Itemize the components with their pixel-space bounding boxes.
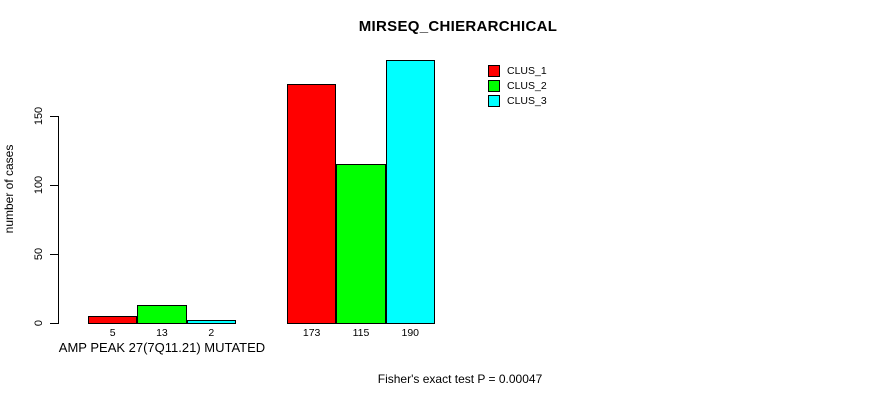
- y-axis-tick-label: 0: [33, 319, 45, 327]
- bar-clus_3-group2: [385, 60, 435, 324]
- bar-value-label: 115: [352, 326, 370, 339]
- bar-clus_1-group1: [88, 316, 138, 324]
- legend-swatch-clus_1: [488, 64, 500, 77]
- y-axis-tick-label: 150: [33, 106, 45, 125]
- fisher-test-caption: Fisher's exact test P = 0.00047: [377, 372, 543, 386]
- bar-value-label: 5: [109, 326, 116, 339]
- y-axis-tick: [50, 184, 58, 186]
- bar-clus_1-group2: [287, 83, 337, 324]
- legend-label: CLUS_2: [507, 79, 547, 92]
- y-axis-line: [58, 115, 59, 324]
- legend-label: CLUS_3: [507, 94, 547, 107]
- bar-clus_2-group2: [336, 163, 386, 324]
- legend-label: CLUS_1: [507, 64, 547, 77]
- legend: CLUS_1 CLUS_2 CLUS_3: [488, 63, 547, 108]
- y-axis-tick-label: 50: [33, 247, 45, 260]
- x-axis-group-label: AMP PEAK 27(7Q11.21) MUTATED: [58, 340, 266, 355]
- legend-item: CLUS_2: [488, 78, 547, 93]
- legend-swatch-clus_3: [488, 94, 500, 107]
- bar-value-label: 13: [156, 326, 168, 339]
- y-axis-tick: [50, 115, 58, 117]
- legend-item: CLUS_3: [488, 93, 547, 108]
- y-axis-tick: [50, 323, 58, 324]
- legend-item: CLUS_1: [488, 63, 547, 78]
- y-axis-label: number of cases: [2, 144, 16, 234]
- bar-clus_3-group1: [186, 320, 236, 324]
- bar-value-label: 2: [208, 326, 215, 339]
- bar-value-label: 190: [401, 326, 420, 339]
- bar-clus_2-group1: [137, 305, 187, 324]
- chart-title: MIRSEQ_CHIERARCHICAL: [358, 18, 558, 35]
- legend-swatch-clus_2: [488, 79, 500, 92]
- bar-value-label: 173: [302, 326, 321, 339]
- y-axis-tick-label: 100: [33, 175, 45, 194]
- y-axis-tick: [50, 253, 58, 255]
